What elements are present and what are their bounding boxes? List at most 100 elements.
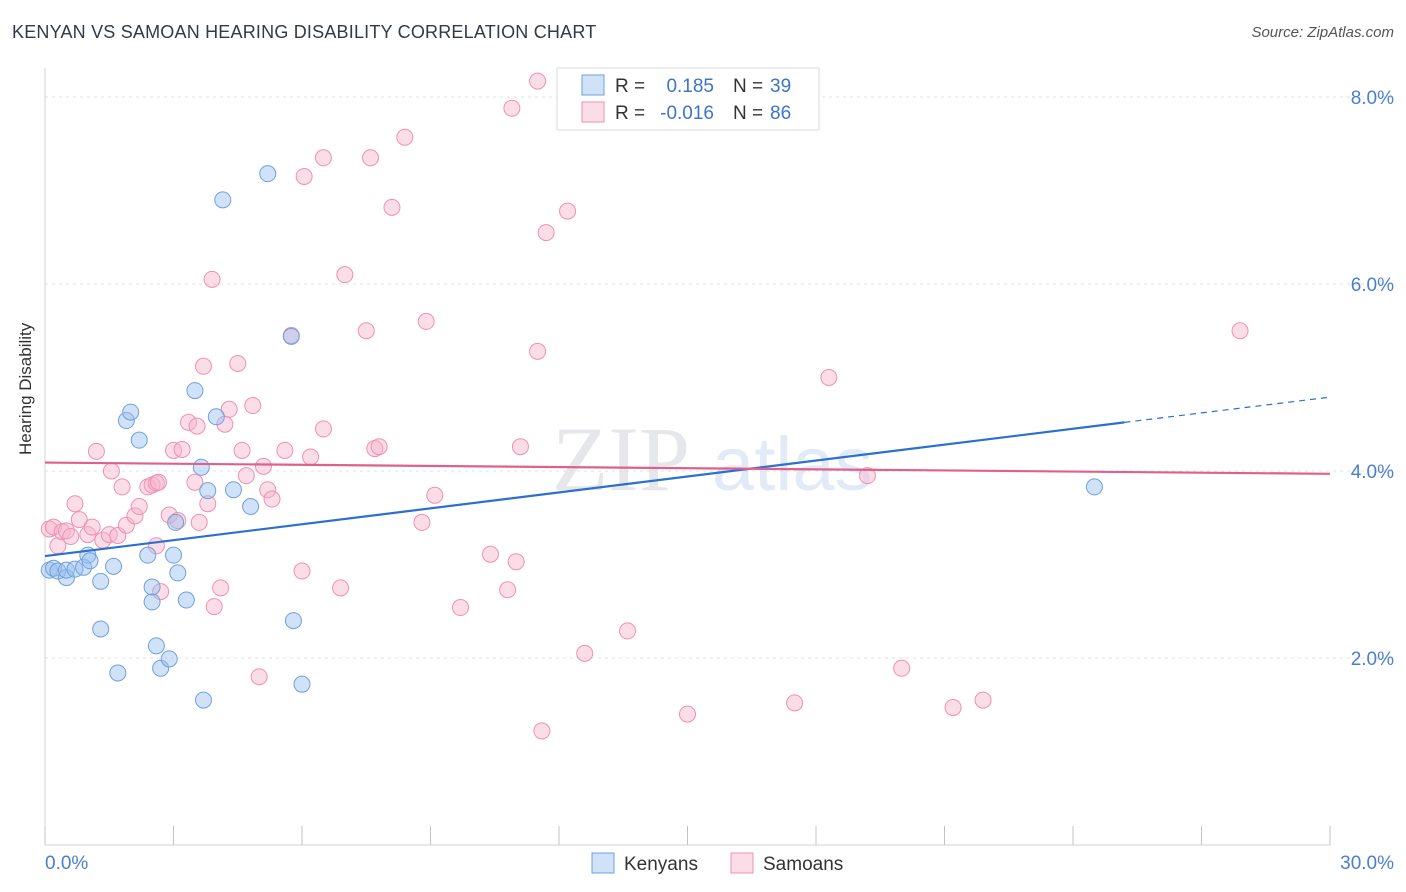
kenyan-point [130,431,148,449]
kenyan-point [186,382,204,400]
kenyan-point [242,498,260,516]
samoan-point [233,441,251,459]
y-tick-labels: 2.0% 4.0% 6.0% 8.0% [1351,88,1394,670]
samoan-point [293,562,311,580]
legend-swatch [581,74,605,96]
legend-n-value: 86 [770,103,791,124]
trend-lines [44,396,1331,558]
samoan-point [237,467,255,485]
kenyan-point [40,561,58,579]
x-tick-labels: 0.0% 30.0% [45,853,1394,874]
legend-n-label: N = [733,76,763,97]
samoan-point [451,599,469,617]
samoan-point [212,579,230,597]
source-credit: Source: ZipAtlas.com [1251,24,1394,41]
samoan-point [188,417,206,435]
kenyan-point [169,564,187,582]
series-legend: Kenyans Samoans [591,852,843,875]
samoan-point [533,722,551,740]
samoan-point [503,99,521,117]
kenyan-point [49,562,67,580]
samoan-point [366,440,384,458]
samoan-point [413,513,431,531]
samoan-point [944,699,962,717]
samoan-point [858,467,876,485]
legend-n-value: 39 [770,76,791,97]
samoan-point [679,705,696,723]
samoan-point [302,448,320,466]
samoan-point [139,478,157,496]
kenyan-point [224,481,242,499]
kenyan-point [92,572,110,590]
kenyan-point [81,552,99,570]
kenyan-point [122,403,140,421]
samoan-point [559,202,577,220]
samoan-point [179,413,197,431]
samoan-point [117,516,135,534]
kenyan-point [92,620,110,638]
kenyan-point [282,327,300,345]
legend-r-value: -0.016 [660,103,714,124]
kenyan-trend-line [44,421,1125,558]
samoan-point [263,490,281,508]
kenyan-point [207,408,225,426]
kenyan-point [259,165,277,183]
samoan-point [576,644,594,662]
kenyan-point [152,659,170,677]
x-tick-label: 0.0% [45,853,88,874]
samoan-point [66,495,84,513]
kenyan-point [105,557,123,575]
samoan-point [529,342,547,360]
kenyan-point [66,560,84,578]
kenyan-point [143,578,161,596]
samoan-point [205,598,223,616]
y-tick-label: 8.0% [1351,88,1394,109]
samoan-point [499,581,517,599]
samoan-point [87,442,105,460]
samoan-point [229,354,247,372]
samoan-point [276,441,294,459]
kenyan-point [167,513,185,531]
kenyan-point [177,591,195,609]
kenyan-point [284,612,302,630]
samoan-point [786,694,804,712]
kenyan-point [109,664,127,682]
samoan-point [259,481,277,499]
legend-r-value: 0.185 [666,76,714,97]
y-tick-label: 4.0% [1351,462,1394,483]
chart-title: KENYAN VS SAMOAN HEARING DISABILITY CORR… [12,22,597,42]
samoan-point [362,149,380,167]
legend-r-label: R = [615,103,645,124]
samoan-point [190,513,208,531]
axes [44,68,1331,846]
samoan-point [220,400,238,418]
samoan-point [314,420,332,438]
legend-label: Kenyans [624,854,698,875]
samoan-point [254,457,272,475]
samoan-point [529,72,547,90]
samoan-point [332,579,350,597]
x-tick-label: 30.0% [1340,853,1394,874]
samoan-point [1231,322,1249,340]
samoan-point [40,520,58,538]
samoan-point [336,266,354,284]
samoan-point [150,473,168,491]
samoan-point [165,441,182,459]
samoan-point [126,507,144,525]
samoan-point [100,526,118,544]
kenyan-point [143,593,161,611]
samoan-point [45,518,63,536]
samoan-point [62,527,80,545]
samoan-point [130,498,148,516]
legend-swatch [581,101,605,123]
kenyan-point [192,458,210,476]
samoan-point [186,473,204,491]
samoan-point [383,198,401,216]
samoan-point [203,270,221,288]
samoan-point [619,622,637,640]
legend-r-label: R = [615,76,645,97]
samoan-point [507,553,525,571]
samoan-point [974,691,992,709]
legend-box [556,67,820,131]
